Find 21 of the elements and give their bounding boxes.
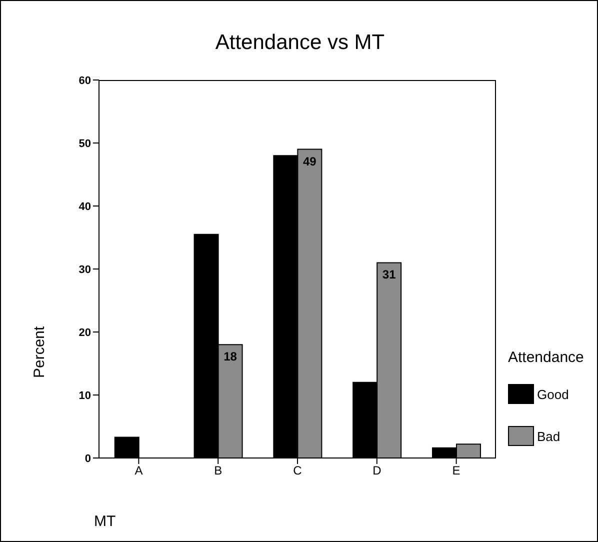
y-tick-label: 0	[84, 452, 91, 465]
data-label: 18	[224, 350, 238, 364]
x-tick-label: D	[372, 464, 382, 478]
x-tick-label: A	[134, 464, 143, 478]
x-tick-label: E	[452, 464, 460, 478]
y-axis-title: Percent	[31, 326, 48, 378]
data-label: 49	[303, 154, 317, 168]
x-axis-title: MT	[94, 513, 116, 530]
data-label: 31	[382, 268, 396, 282]
x-tick-label: C	[293, 464, 302, 478]
x-tick-label: B	[214, 464, 222, 478]
y-tick-label: 30	[78, 264, 91, 276]
y-tick-label: 10	[78, 390, 91, 402]
y-tick-label: 60	[78, 74, 91, 87]
legend-label: Bad	[537, 428, 560, 444]
legend-title: Attendance	[508, 349, 584, 366]
y-tick-label: 50	[78, 138, 91, 150]
legend-label: Good	[537, 386, 569, 402]
y-tick-label: 20	[78, 326, 91, 339]
y-tick-label: 40	[78, 200, 91, 213]
chart-title: Attendance vs MT	[214, 31, 386, 55]
